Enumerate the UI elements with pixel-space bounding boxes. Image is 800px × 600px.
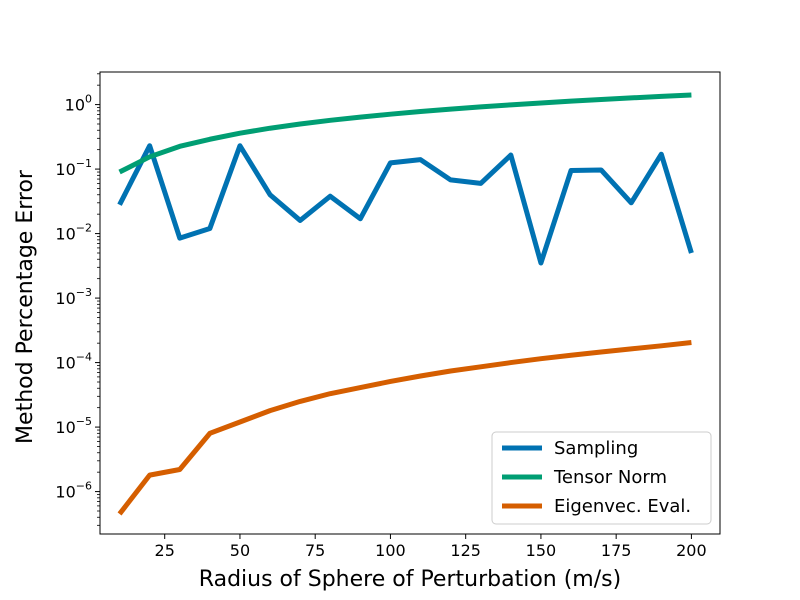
axes-frame [99,71,721,535]
legend: Sampling Tensor Norm Eigenvec. Eval. [491,431,712,525]
series-line-sampling [117,143,694,266]
y-tick-label: 10−3 [55,286,92,308]
x-tick-label: 175 [601,541,632,560]
plot-area [117,92,694,516]
x-tick-label: 50 [230,541,250,560]
series-line-eigenvec-eval [117,339,692,516]
x-tick-label: 150 [526,541,557,560]
series-line-tensor-norm [118,92,692,175]
y-tick-label: 10−6 [55,480,92,502]
x-tick-label: 25 [155,541,175,560]
legend-label-eigenvec-eval: Eigenvec. Eval. [554,496,691,517]
y-axis-label: Method Percentage Error [13,169,38,444]
y-axis-ticks: 10−6 10−5 10−4 10−3 10−2 10−1 100 [55,73,100,526]
y-tick-label: 10−1 [55,157,92,179]
legend-label-tensor-norm: Tensor Norm [553,467,667,488]
x-tick-label: 100 [375,541,406,560]
x-axis-label: Radius of Sphere of Perturbation (m/s) [199,567,621,592]
legend-box [491,431,712,525]
y-tick-label: 10−2 [55,222,92,244]
x-tick-label: 125 [450,541,481,560]
x-tick-label: 200 [676,541,707,560]
x-axis-ticks: 25 50 75 100 125 150 175 200 [155,534,707,560]
y-tick-label: 10−4 [55,351,92,373]
legend-label-sampling: Sampling [554,438,638,459]
x-tick-label: 75 [305,541,325,560]
y-tick-label: 10−5 [55,415,92,437]
y-tick-label: 100 [65,93,92,115]
